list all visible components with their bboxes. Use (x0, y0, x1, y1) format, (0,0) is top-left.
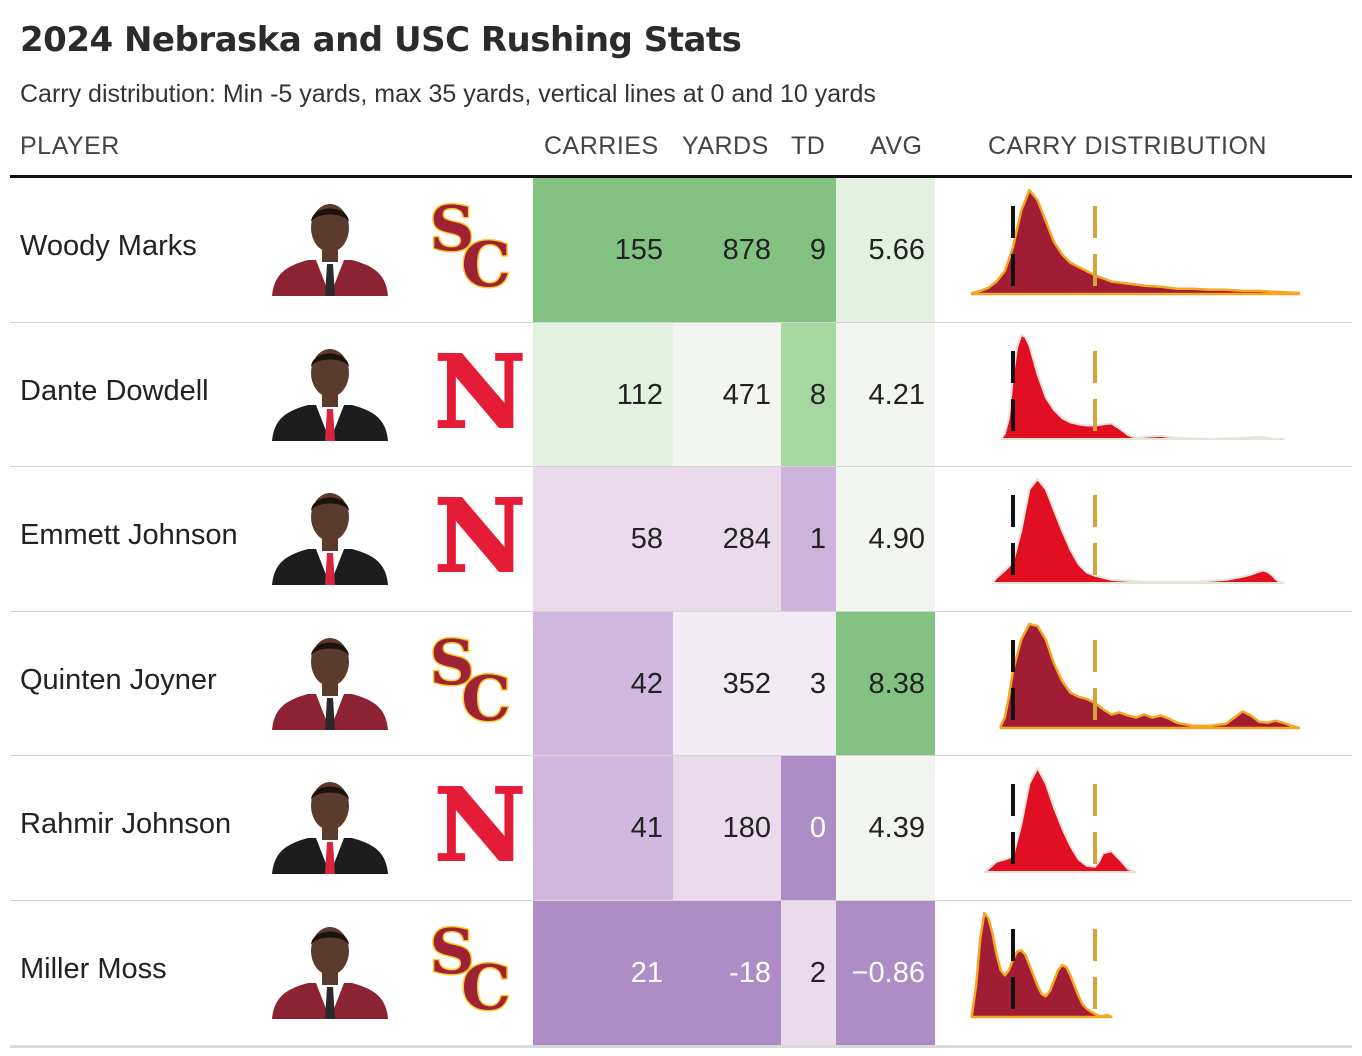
yards-cell: -18 (673, 900, 781, 1045)
player-name: Quinten Joyner (20, 663, 217, 696)
svg-text:S: S (430, 915, 475, 988)
carries-cell: 42 (533, 611, 673, 756)
table-row: Emmett Johnson N 58 284 1 4.90 (10, 467, 1352, 611)
header-carries: CARRIES (544, 132, 659, 160)
table-bottom-rule (10, 1045, 1352, 1048)
svg-text:C: C (461, 228, 510, 292)
carry-distribution-chart (950, 467, 1300, 611)
distribution-area (999, 333, 1285, 440)
svg-text:S: S (430, 626, 475, 699)
svg-text:C: C (461, 951, 510, 1015)
yards-cell: 878 (673, 178, 781, 322)
player-name: Woody Marks (20, 230, 197, 262)
table-row: Dante Dowdell N 112 471 8 4.21 (10, 322, 1352, 467)
yards-cell: 284 (673, 467, 781, 611)
carry-distribution-chart (950, 612, 1302, 756)
svg-text:N: N (434, 337, 525, 437)
yards-cell: 352 (673, 611, 781, 756)
header-yards: YARDS (682, 132, 769, 160)
td-cell: 1 (781, 467, 836, 611)
header-rule (10, 175, 1352, 178)
chart-subtitle: Carry distribution: Min -5 yards, max 35… (20, 80, 876, 108)
distribution-area (970, 911, 1113, 1018)
yards-cell: 471 (673, 322, 781, 467)
avg-cell: 4.39 (836, 756, 935, 900)
carry-distribution-chart (950, 178, 1302, 322)
header-avg: AVG (870, 132, 923, 160)
header-distribution: CARRY DISTRIBUTION (988, 132, 1267, 160)
player-photo (268, 919, 392, 1019)
td-cell: 8 (781, 322, 836, 467)
td-cell: 2 (781, 900, 836, 1045)
player-name: Rahmir Johnson (20, 808, 232, 840)
player-photo (268, 341, 392, 441)
carry-distribution-chart (950, 323, 1300, 467)
carries-cell: 41 (533, 756, 673, 900)
row-divider (10, 321, 1352, 323)
header-player: PLAYER (20, 132, 120, 160)
svg-text:N: N (434, 481, 525, 581)
row-divider (10, 755, 1352, 756)
avg-cell: 8.38 (836, 611, 935, 756)
player-name: Emmett Johnson (20, 519, 238, 551)
player-photo (268, 774, 392, 874)
svg-text:S: S (430, 192, 475, 265)
nebraska-n-logo: N (422, 476, 526, 596)
carries-cell: 58 (533, 467, 673, 611)
table-row: Woody Marks C S 155 878 9 5.66 (10, 178, 1352, 322)
yards-cell: 180 (673, 756, 781, 900)
nebraska-n-logo: N (422, 332, 526, 452)
table-row: Quinten Joyner C S 42 352 3 8.38 (10, 611, 1352, 756)
player-name: Miller Moss (20, 952, 167, 985)
avg-cell: −0.86 (836, 900, 935, 1045)
distribution-area (970, 188, 1302, 296)
svg-text:C: C (461, 662, 510, 726)
avg-cell: 4.90 (836, 467, 935, 611)
table-row: Miller Moss C S 21 -18 2 −0.86 (10, 900, 1352, 1045)
table-row: Rahmir Johnson N 41 180 0 4.39 (10, 756, 1352, 900)
distribution-area (991, 478, 1285, 584)
td-cell: 9 (781, 178, 836, 322)
carries-cell: 112 (533, 322, 673, 467)
row-divider (10, 466, 1352, 467)
player-photo (268, 485, 392, 585)
chart-title: 2024 Nebraska and USC Rushing Stats (20, 20, 742, 60)
player-photo (268, 630, 392, 730)
avg-cell: 5.66 (836, 178, 935, 322)
player-name: Dante Dowdell (20, 374, 209, 407)
distribution-area (983, 767, 1137, 873)
header-td: TD (791, 132, 826, 160)
td-cell: 3 (781, 611, 836, 756)
carry-distribution-chart (950, 901, 1300, 1045)
svg-text:N: N (434, 770, 525, 870)
avg-cell: 4.21 (836, 322, 935, 467)
carries-cell: 155 (533, 178, 673, 322)
player-photo (268, 196, 392, 296)
nebraska-n-logo: N (422, 765, 526, 885)
td-cell: 0 (781, 756, 836, 900)
carry-distribution-chart (950, 756, 1300, 900)
row-divider (10, 610, 1352, 612)
distribution-area (999, 622, 1302, 729)
carries-cell: 21 (533, 900, 673, 1045)
row-divider (10, 899, 1352, 901)
